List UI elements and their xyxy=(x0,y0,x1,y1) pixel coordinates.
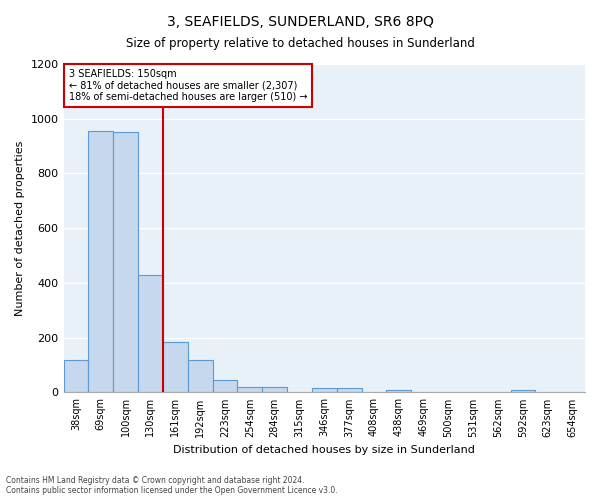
Bar xyxy=(188,360,212,392)
Text: 3, SEAFIELDS, SUNDERLAND, SR6 8PQ: 3, SEAFIELDS, SUNDERLAND, SR6 8PQ xyxy=(167,15,433,29)
Bar xyxy=(212,380,238,392)
Bar xyxy=(262,387,287,392)
Bar xyxy=(138,274,163,392)
Bar xyxy=(511,390,535,392)
Bar xyxy=(312,388,337,392)
X-axis label: Distribution of detached houses by size in Sunderland: Distribution of detached houses by size … xyxy=(173,445,475,455)
Bar xyxy=(238,387,262,392)
Bar xyxy=(337,388,362,392)
Bar xyxy=(386,390,411,392)
Bar xyxy=(113,132,138,392)
Bar xyxy=(64,360,88,392)
Bar xyxy=(88,131,113,392)
Bar xyxy=(163,342,188,392)
Y-axis label: Number of detached properties: Number of detached properties xyxy=(15,140,25,316)
Text: 3 SEAFIELDS: 150sqm
← 81% of detached houses are smaller (2,307)
18% of semi-det: 3 SEAFIELDS: 150sqm ← 81% of detached ho… xyxy=(69,69,307,102)
Text: Size of property relative to detached houses in Sunderland: Size of property relative to detached ho… xyxy=(125,38,475,51)
Text: Contains HM Land Registry data © Crown copyright and database right 2024.
Contai: Contains HM Land Registry data © Crown c… xyxy=(6,476,338,495)
